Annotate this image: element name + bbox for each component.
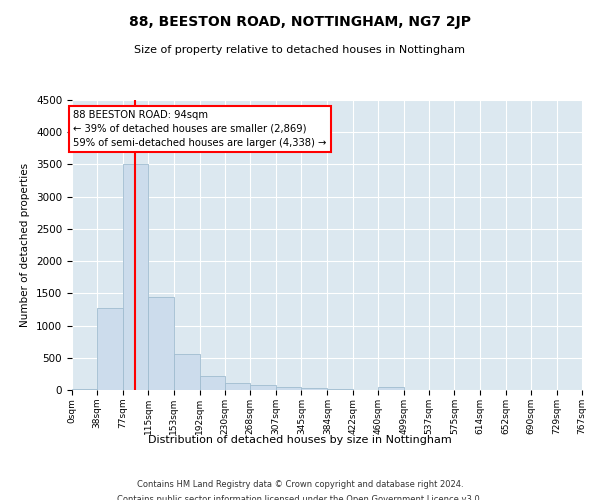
Bar — [276, 387, 301, 390]
Text: 88 BEESTON ROAD: 94sqm
← 39% of detached houses are smaller (2,869)
59% of semi-: 88 BEESTON ROAD: 94sqm ← 39% of detached… — [73, 110, 327, 148]
Bar — [250, 385, 276, 390]
Bar — [301, 388, 328, 390]
Text: 88, BEESTON ROAD, NOTTINGHAM, NG7 2JP: 88, BEESTON ROAD, NOTTINGHAM, NG7 2JP — [129, 15, 471, 29]
Y-axis label: Number of detached properties: Number of detached properties — [20, 163, 31, 327]
Text: Size of property relative to detached houses in Nottingham: Size of property relative to detached ho… — [134, 45, 466, 55]
Bar — [123, 164, 148, 390]
Bar — [72, 388, 97, 390]
Bar — [174, 354, 200, 390]
Bar — [97, 308, 123, 390]
Bar — [378, 387, 404, 390]
Bar — [200, 376, 225, 390]
Text: Contains public sector information licensed under the Open Government Licence v3: Contains public sector information licen… — [118, 495, 482, 500]
Bar — [148, 296, 174, 390]
Text: Distribution of detached houses by size in Nottingham: Distribution of detached houses by size … — [148, 435, 452, 445]
Bar — [225, 383, 250, 390]
Text: Contains HM Land Registry data © Crown copyright and database right 2024.: Contains HM Land Registry data © Crown c… — [137, 480, 463, 489]
